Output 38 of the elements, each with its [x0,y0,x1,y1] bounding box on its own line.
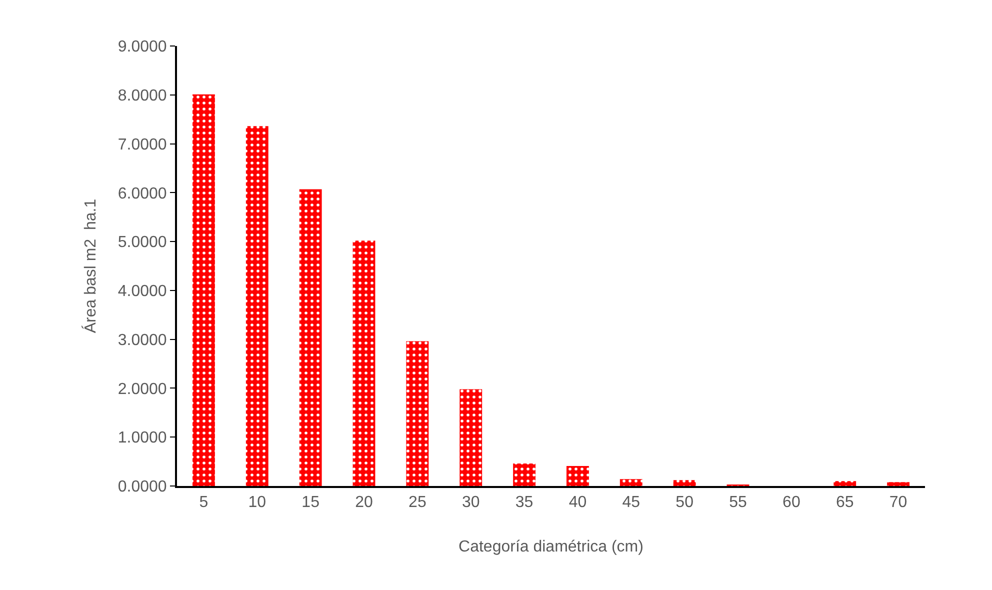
y-tick-label: 5.0000 [118,234,167,252]
y-tick-label: 8.0000 [118,87,167,104]
bar [620,479,642,486]
bar [566,466,589,486]
x-axis-title: Categoría diamétrica (cm) [458,538,644,556]
x-tick-label: 15 [302,494,320,512]
x-tick-label: 50 [676,494,694,512]
y-tick-label: 4.0000 [118,283,167,300]
x-tick-label: 5 [199,494,208,512]
x-tick-label: 60 [782,494,800,512]
bar [246,126,268,486]
x-tick-label: 45 [622,494,640,512]
bar [834,481,856,486]
x-tick-label: 70 [889,494,908,512]
y-tick-label: 7.0000 [118,136,167,154]
y-axis-title: Área basl m2 ha.1 [81,198,100,334]
x-tick-label: 20 [355,494,373,512]
bar [299,189,322,486]
x-tick-label: 40 [568,494,587,512]
y-tick-label: 2.0000 [118,380,167,398]
bar [887,482,910,486]
x-tick-label: 55 [729,494,747,512]
x-tick-label: 25 [408,494,426,512]
x-tick-label: 10 [248,494,266,512]
y-tick-label: 3.0000 [118,332,167,349]
y-tick-label: 0.0000 [118,478,167,496]
bar [460,389,482,486]
bar [352,240,376,486]
y-tick-label: 9.0000 [118,38,167,56]
bar [673,480,696,486]
y-tick-label: 6.0000 [118,185,167,202]
x-tick-label: 35 [515,494,534,512]
bar [192,94,215,486]
x-tick-label: 30 [462,494,480,512]
x-tick-label: 65 [836,494,854,512]
y-tick-label: 1.0000 [118,430,167,447]
bar [513,464,536,486]
bar [406,341,429,486]
